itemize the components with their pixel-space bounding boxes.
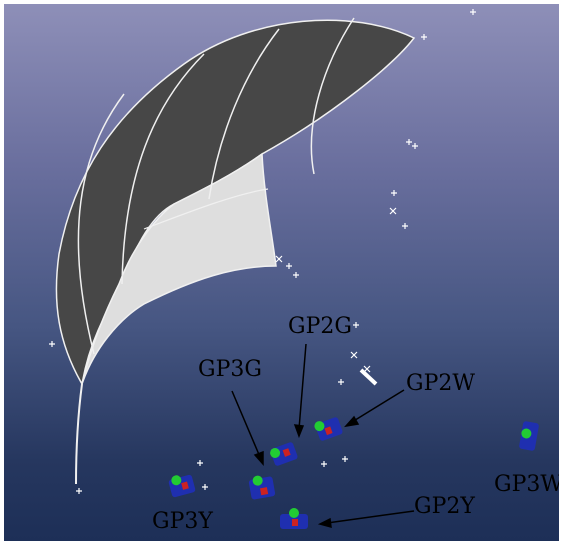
tracking-markers	[49, 9, 476, 494]
sail-light-surface	[81, 152, 277, 385]
stick-marker	[359, 368, 378, 386]
sail-tail	[75, 383, 83, 485]
label-gp2y: GP2Y	[414, 494, 475, 519]
3d-viewport[interactable]: GP2G GP3G GP2W GP3W GP2Y GP3Y	[4, 4, 559, 541]
label-gp2g: GP2G	[288, 314, 352, 339]
sail-seam-inner	[143, 188, 269, 230]
label-gp3g: GP3G	[198, 357, 262, 382]
camera-gp2y	[280, 508, 308, 529]
callout-arrows	[231, 343, 415, 529]
camera-gp2w	[314, 417, 343, 441]
camera-gp3g	[248, 475, 276, 500]
label-gp2w: GP2W	[406, 371, 475, 396]
sail-seam-4	[77, 93, 125, 355]
sail-seam-3	[121, 53, 205, 285]
scene-canvas	[49, 9, 539, 529]
camera-gp2g	[270, 442, 298, 466]
camera-gp3w	[519, 421, 539, 451]
sail-seam-1	[310, 17, 355, 175]
camera-gp3y	[168, 474, 196, 498]
label-gp3y: GP3Y	[152, 509, 213, 534]
label-gp3w: GP3W	[494, 472, 559, 497]
sail-seam-2	[208, 28, 280, 200]
